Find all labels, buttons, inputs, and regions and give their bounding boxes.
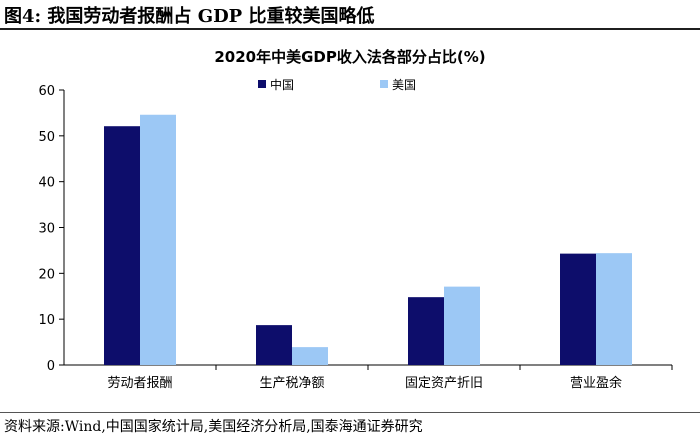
- y-tick-label: 20: [38, 267, 55, 282]
- legend-label: 美国: [392, 78, 416, 92]
- source-note: 资料来源:Wind,中国国家统计局,美国经济分析局,国泰海通证券研究: [4, 419, 423, 435]
- bar-china: [560, 253, 596, 365]
- bar-usa: [140, 114, 176, 365]
- category-label: 劳动者报酬: [107, 375, 172, 391]
- y-tick-label: 60: [38, 84, 55, 99]
- chart-title: 2020年中美GDP收入法各部分占比(%): [214, 48, 486, 66]
- bar-usa: [292, 347, 328, 365]
- category-label: 生产税净额: [259, 376, 324, 391]
- legend-label: 中国: [270, 77, 294, 92]
- y-tick-label: 40: [38, 176, 55, 191]
- figure-footer: 资料来源:Wind,中国国家统计局,美国经济分析局,国泰海通证券研究: [0, 412, 700, 440]
- bar-china: [256, 325, 292, 365]
- y-tick-label: 10: [38, 313, 55, 328]
- legend-swatch: [258, 80, 266, 88]
- figure-label: 图4: 我国劳动者报酬占 GDP 比重较美国略低: [4, 6, 375, 27]
- category-label: 固定资产折旧: [405, 376, 483, 391]
- bar-usa: [444, 286, 480, 365]
- y-tick-label: 30: [38, 222, 55, 237]
- y-tick-label: 50: [38, 130, 55, 145]
- bar-china: [408, 297, 444, 365]
- bar-usa: [596, 253, 632, 365]
- figure-header: 图4: 我国劳动者报酬占 GDP 比重较美国略低: [0, 0, 700, 30]
- legend-swatch: [380, 80, 388, 88]
- bar-china: [104, 126, 140, 365]
- y-tick-label: 0: [47, 359, 55, 374]
- category-label: 营业盈余: [570, 375, 622, 391]
